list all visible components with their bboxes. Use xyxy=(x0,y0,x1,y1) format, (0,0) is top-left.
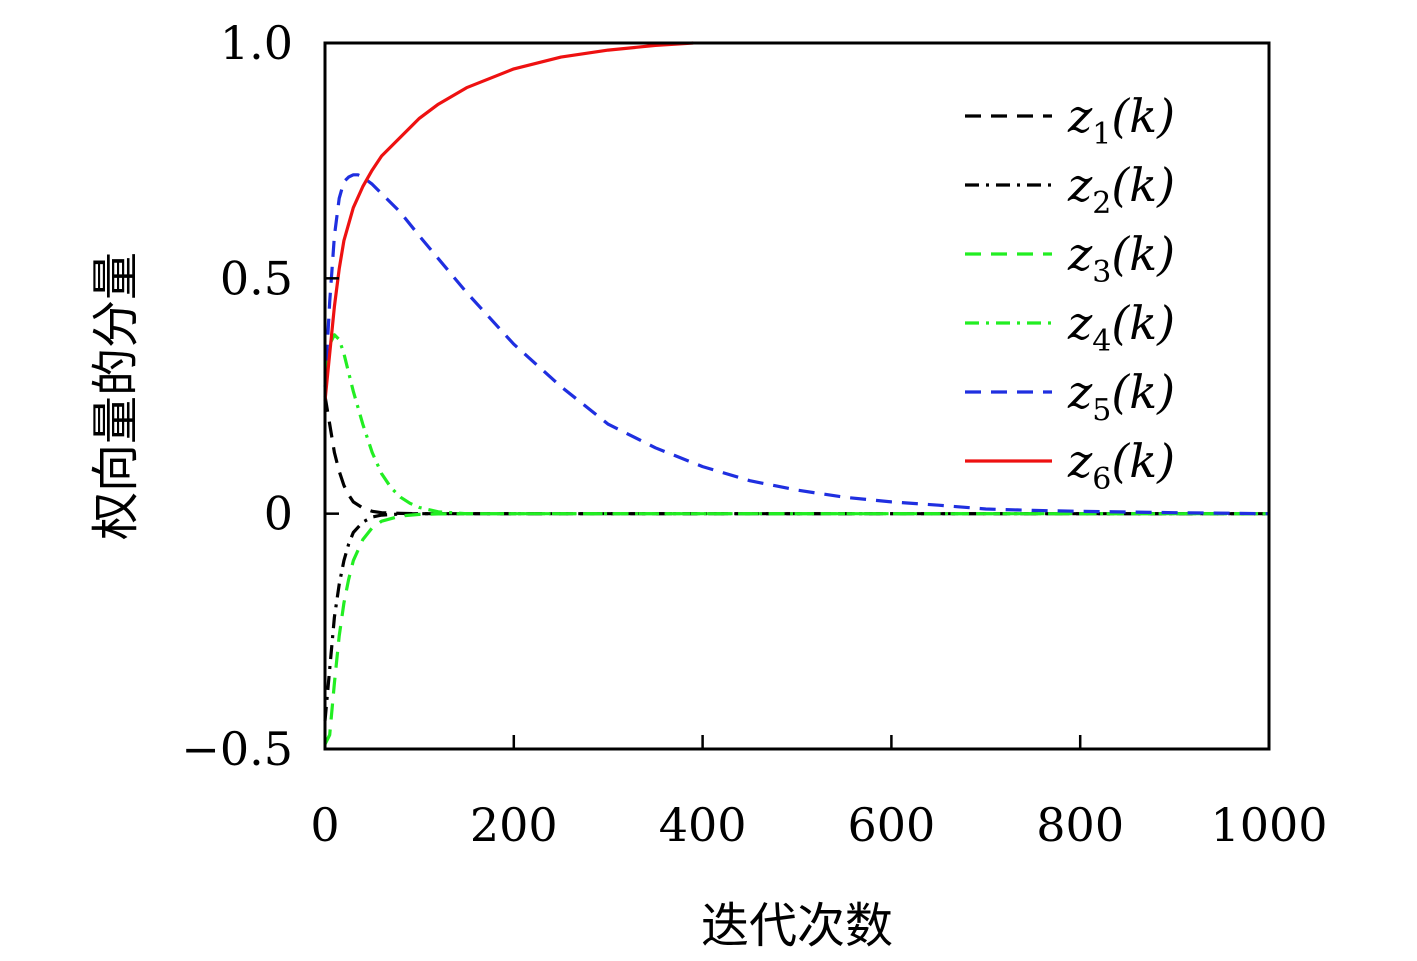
legend-label-z4: z4(k) xyxy=(1067,296,1175,359)
y-tick-label: 1.0 xyxy=(220,16,293,70)
ticks-layer: 0 200 400 600 800 1000 −0.5 0 0.5 1.0 xyxy=(181,16,1327,852)
x-tick-label: 0 xyxy=(310,798,339,852)
series-line-z5 xyxy=(323,173,1270,516)
legend-label-z3: z3(k) xyxy=(1067,227,1175,290)
y-axis-label: 权向量的分量 xyxy=(88,252,144,540)
legend-label-z5: z5(k) xyxy=(1067,365,1175,428)
series-line-z3 xyxy=(323,512,1269,746)
legend: z1(k)z2(k)z3(k)z4(k)z5(k)z6(k) xyxy=(965,89,1175,497)
series-line-z2 xyxy=(323,512,1269,721)
legend-label-z1: z1(k) xyxy=(1067,89,1175,152)
series-line-z1 xyxy=(323,395,1269,516)
y-tick-label: −0.5 xyxy=(181,722,293,776)
series-line-z6 xyxy=(323,41,694,401)
x-tick-label: 400 xyxy=(659,798,747,852)
x-tick-label: 200 xyxy=(470,798,558,852)
series-line-z4 xyxy=(323,333,1269,516)
y-tick-label: 0 xyxy=(264,487,293,541)
x-tick-label: 600 xyxy=(847,798,935,852)
x-tick-label: 1000 xyxy=(1210,798,1327,852)
x-tick-label: 800 xyxy=(1036,798,1124,852)
y-tick-label: 0.5 xyxy=(220,251,293,305)
plot-frame xyxy=(323,41,1271,751)
legend-label-z6: z6(k) xyxy=(1067,434,1175,497)
legend-label-z2: z2(k) xyxy=(1067,158,1175,221)
x-axis-label: 迭代次数 xyxy=(701,898,893,954)
series-layer xyxy=(323,41,1270,746)
